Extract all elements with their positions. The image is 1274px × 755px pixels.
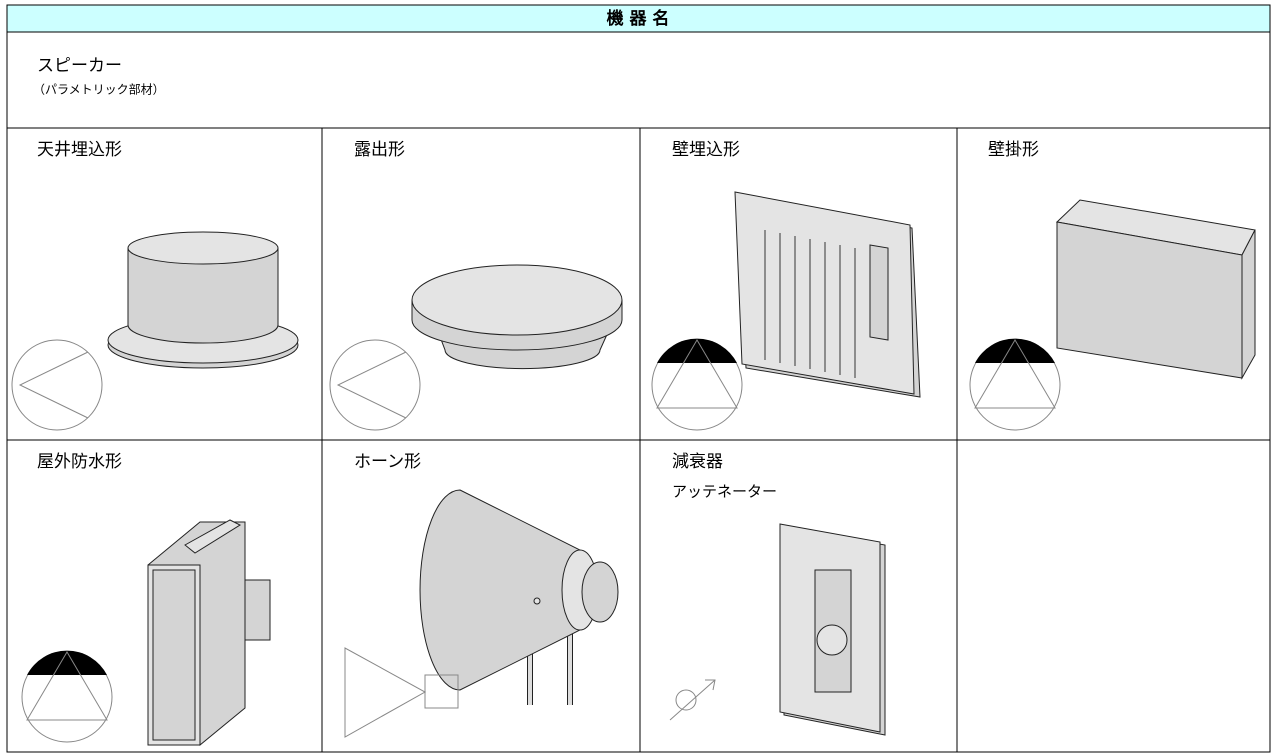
- cell-label: ホーン形: [354, 452, 421, 472]
- attenuator-drawing: [669, 523, 886, 736]
- header-bg: [6, 4, 1271, 33]
- cell-label: 壁埋込形: [672, 140, 740, 160]
- category-row: [6, 31, 1271, 129]
- cell-label: 天井埋込形: [37, 140, 122, 160]
- wall-mount-speaker-drawing: [969, 199, 1256, 431]
- cell-sublabel: アッテネーター: [672, 483, 777, 501]
- ceiling-speaker-drawing: [11, 231, 299, 431]
- outdoor-speaker-drawing: [21, 519, 271, 746]
- grid: [6, 127, 1271, 753]
- header-title: 機 器 名: [607, 8, 670, 29]
- cell-label: 屋外防水形: [37, 452, 122, 472]
- exposed-speaker-drawing: [329, 264, 623, 431]
- horn-speaker-drawing: [344, 489, 619, 738]
- cell-label: 減衰器: [672, 452, 723, 472]
- cell-label: 露出形: [354, 140, 405, 160]
- category-note: （パラメトリック部材）: [33, 82, 165, 97]
- category-name: スピーカー: [37, 56, 122, 76]
- cell-label: 壁掛形: [988, 140, 1039, 160]
- wall-embedded-speaker-drawing: [651, 191, 921, 431]
